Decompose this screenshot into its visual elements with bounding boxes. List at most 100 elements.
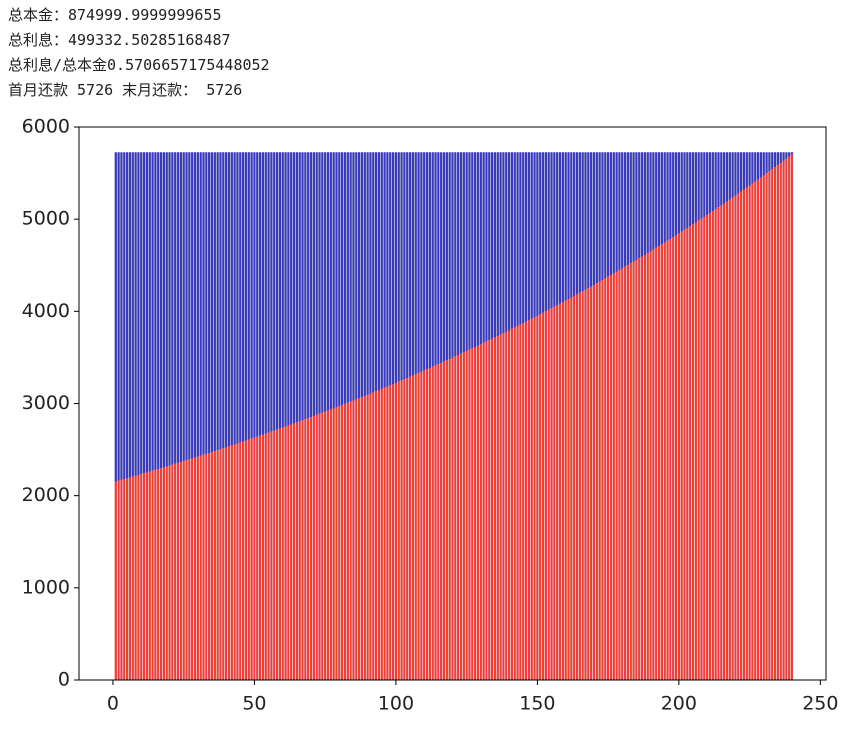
bar-segment — [281, 152, 284, 428]
output-line: 总利息/总本金0.5706657175448052 — [8, 56, 270, 74]
bar-segment — [561, 152, 564, 303]
bar-segment — [241, 152, 245, 442]
bar-segment — [423, 152, 426, 371]
x-tick-label: 100 — [378, 693, 414, 715]
bar-segment — [527, 152, 531, 321]
bar-segment — [773, 167, 777, 680]
bar-segment — [451, 357, 454, 680]
bar-segment — [621, 152, 624, 269]
bar-segment — [360, 152, 364, 398]
y-tick-label: 3000 — [22, 392, 70, 414]
bar-segment — [706, 152, 709, 216]
bar-segment — [564, 300, 567, 680]
bar-segment — [406, 378, 409, 680]
bar-segment — [281, 427, 284, 680]
bar-segment — [171, 464, 174, 680]
bar-segment — [723, 152, 726, 204]
bar-segment — [199, 455, 202, 680]
bar-segment — [185, 152, 188, 461]
bar-segment — [335, 152, 338, 408]
bar-segment — [519, 152, 522, 325]
bar-segment — [638, 152, 641, 259]
bar-segment — [315, 152, 318, 415]
bar-segment — [731, 197, 734, 680]
bar-segment — [575, 152, 579, 295]
bar-segment — [680, 231, 683, 680]
bar-segment — [264, 152, 267, 434]
bar-segment — [440, 362, 443, 680]
bar-segment — [621, 268, 624, 680]
bar-segment — [431, 152, 434, 367]
bar-segment — [745, 187, 748, 680]
bar-segment — [493, 152, 497, 338]
bar-segment — [400, 152, 403, 381]
bar-segment — [193, 152, 197, 458]
output-line: 总利息：499332.50285168487 — [8, 31, 231, 49]
bar-segment — [425, 369, 429, 680]
bar-segment — [462, 352, 465, 680]
bar-segment — [714, 152, 717, 210]
bar-segment — [457, 152, 460, 356]
bar-segment — [522, 152, 525, 324]
bar-segment — [587, 288, 590, 680]
bar-segment — [208, 452, 211, 680]
bar-segment — [142, 473, 146, 680]
bar-segment — [762, 152, 765, 176]
bar-segment — [739, 191, 743, 680]
bar-segment — [408, 376, 412, 680]
bar-segment — [332, 408, 335, 680]
bar-segment — [584, 152, 587, 290]
bar-segment — [377, 152, 381, 391]
bar-segment — [188, 459, 191, 680]
bar-segment — [290, 152, 293, 425]
bar-segment — [256, 436, 259, 680]
bar-segment — [578, 292, 581, 680]
bar-segment — [771, 169, 774, 680]
bar-segment — [301, 420, 304, 680]
bar-segment — [196, 152, 199, 457]
bar-segment — [694, 152, 697, 223]
bar-segment — [151, 470, 154, 680]
bar-segment — [312, 416, 315, 680]
bar-segment — [341, 152, 344, 405]
bar-segment — [683, 229, 686, 680]
bar-segment — [408, 152, 412, 377]
bar-segment — [493, 337, 497, 680]
bar-segment — [199, 152, 202, 456]
bar-segment — [731, 152, 734, 198]
bar-segment — [623, 152, 627, 267]
bar-segment — [635, 152, 638, 260]
bar-segment — [505, 331, 508, 680]
bar-segment — [171, 152, 174, 465]
bar-segment — [527, 320, 531, 680]
bar-segment — [499, 152, 502, 335]
bar-segment — [734, 195, 737, 680]
bar-segment — [174, 152, 177, 464]
bar-segment — [505, 152, 508, 332]
bar-segment — [360, 397, 364, 680]
bar-segment — [615, 271, 618, 680]
bar-segment — [584, 289, 587, 680]
bar-segment — [606, 152, 610, 277]
bar-segment — [442, 152, 446, 362]
bar-segment — [222, 448, 225, 680]
bar-segment — [369, 393, 372, 680]
bar-segment — [711, 152, 714, 212]
bar-segment — [556, 305, 559, 680]
bar-segment — [499, 334, 502, 680]
bar-segment — [751, 152, 754, 184]
bar-segment — [448, 359, 451, 680]
bar-segment — [159, 152, 163, 469]
bar-segment — [287, 152, 290, 426]
bar-segment — [615, 152, 618, 272]
bar-segment — [131, 152, 134, 477]
bar-segment — [324, 152, 327, 412]
bar-segment — [205, 152, 208, 454]
bar-segment — [638, 258, 641, 680]
bar-segment — [666, 152, 669, 241]
x-tick-label: 250 — [802, 693, 838, 715]
x-tick-label: 50 — [242, 693, 266, 715]
bar-segment — [417, 152, 420, 374]
bar-segment — [756, 152, 760, 180]
bar-segment — [125, 152, 129, 479]
